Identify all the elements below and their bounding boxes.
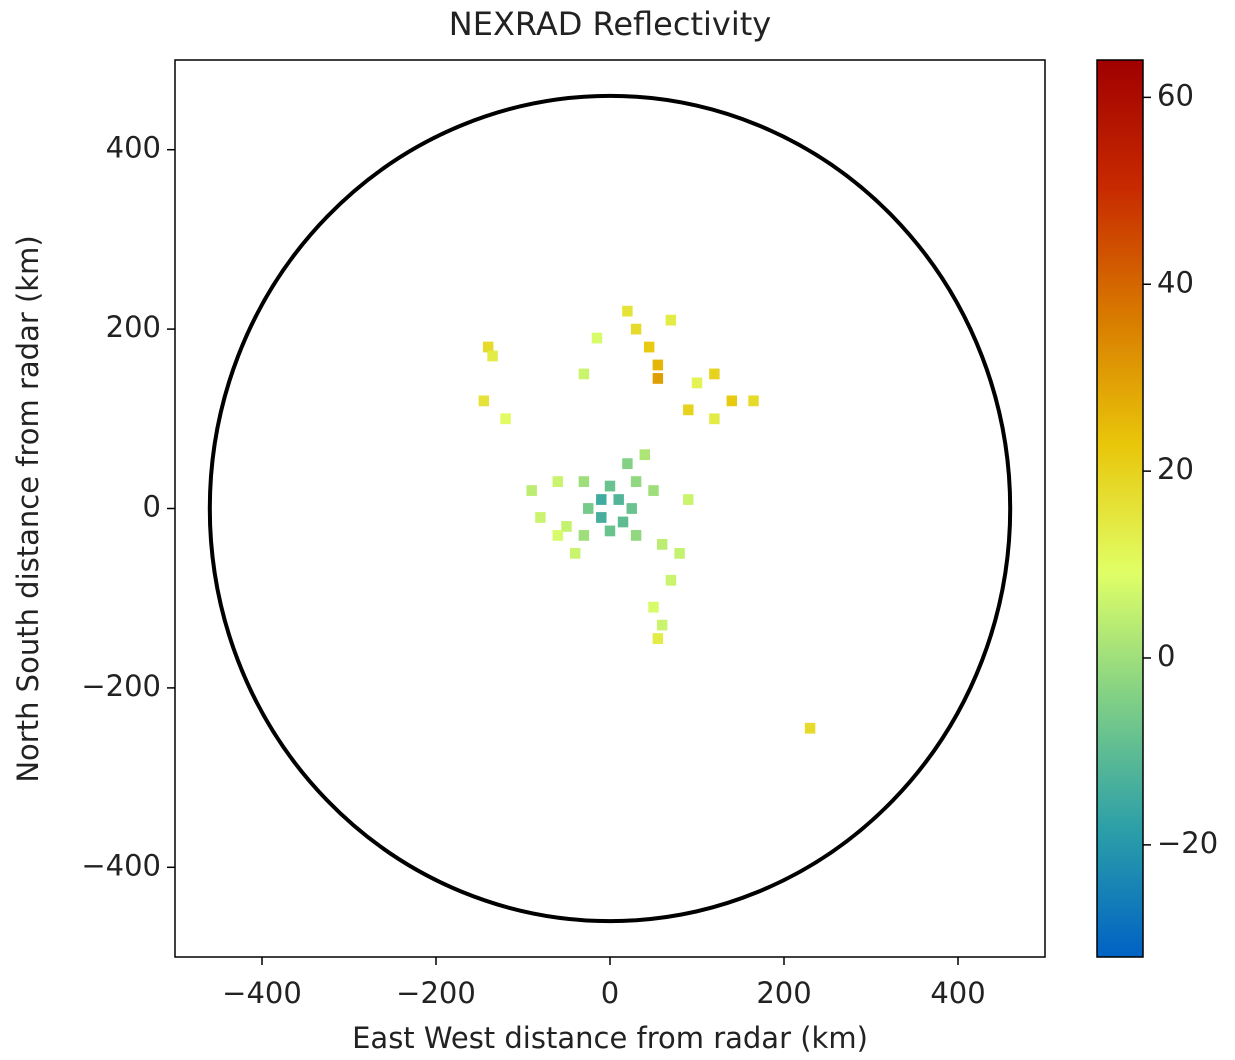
radar-cell xyxy=(591,332,603,344)
y-tick-label: 400 xyxy=(106,131,161,165)
radar-cell xyxy=(683,404,694,416)
x-tick-label: −200 xyxy=(396,976,476,1010)
radar-cell xyxy=(648,485,659,496)
y-tick-label: −400 xyxy=(81,848,161,882)
radar-cell xyxy=(604,480,616,492)
y-tick-label: 200 xyxy=(106,310,161,344)
plot-frame xyxy=(174,59,1046,958)
radar-cell xyxy=(709,413,720,425)
colorbar xyxy=(1096,59,1144,958)
radar-cell xyxy=(578,368,590,380)
radar-cell xyxy=(482,341,494,353)
y-tick-label: −200 xyxy=(81,669,161,703)
radar-cell xyxy=(552,530,564,541)
radar-cell xyxy=(691,377,703,389)
radar-cell xyxy=(622,458,633,470)
radar-cell xyxy=(652,633,664,644)
radar-cell xyxy=(578,476,590,487)
radar-cell xyxy=(683,494,694,505)
radar-cell xyxy=(665,314,677,326)
radar-cell xyxy=(656,538,668,550)
chart-title: NEXRAD Reflectivity xyxy=(449,5,771,43)
colorbar-tick-label: 40 xyxy=(1157,265,1194,299)
radar-cell xyxy=(500,413,511,425)
colorbar-tick-label: 0 xyxy=(1157,639,1175,673)
radar-cell xyxy=(569,547,581,559)
x-tick-label: 400 xyxy=(930,976,985,1010)
radar-cell xyxy=(622,305,633,317)
y-tick-label: 0 xyxy=(143,490,161,524)
radar-cell xyxy=(561,521,572,532)
radar-cell xyxy=(535,512,546,523)
radar-cell xyxy=(526,485,537,496)
radar-cell xyxy=(626,503,637,514)
radar-cell xyxy=(630,476,642,487)
radar-cell xyxy=(596,494,607,505)
x-tick-label: 200 xyxy=(756,976,811,1010)
radar-cell xyxy=(652,373,664,384)
radar-cell xyxy=(748,395,759,407)
colorbar-tick-label: −20 xyxy=(1157,826,1218,860)
x-axis-label: East West distance from radar (km) xyxy=(352,1021,868,1055)
radar-cell xyxy=(643,341,655,353)
x-tick-label: 0 xyxy=(601,976,619,1010)
radar-cell xyxy=(630,323,642,335)
radar-cell xyxy=(578,530,590,541)
radar-cell xyxy=(613,494,624,505)
radar-cell xyxy=(630,530,642,541)
radar-cell xyxy=(665,574,677,586)
x-tick-label: −400 xyxy=(222,976,302,1010)
radar-cell xyxy=(617,516,629,528)
radar-cell xyxy=(552,476,564,487)
radar-cell xyxy=(674,547,685,559)
radar-cell xyxy=(652,359,664,371)
radar-cell xyxy=(726,395,738,407)
radar-cell xyxy=(596,512,607,523)
radar-cell xyxy=(656,619,668,631)
radar-cell xyxy=(804,722,816,734)
radar-cell xyxy=(648,601,659,613)
radar-cell xyxy=(487,350,498,362)
range-ring xyxy=(207,93,1013,924)
colorbar-tick-label: 60 xyxy=(1157,78,1194,112)
radar-cell xyxy=(604,525,616,537)
colorbar-tick-label: 20 xyxy=(1157,452,1194,486)
radar-cell xyxy=(639,449,651,461)
radar-cell xyxy=(478,395,490,407)
y-axis-label: North South distance from radar (km) xyxy=(11,235,45,782)
radar-cell xyxy=(709,368,720,380)
radar-cell xyxy=(583,503,594,514)
